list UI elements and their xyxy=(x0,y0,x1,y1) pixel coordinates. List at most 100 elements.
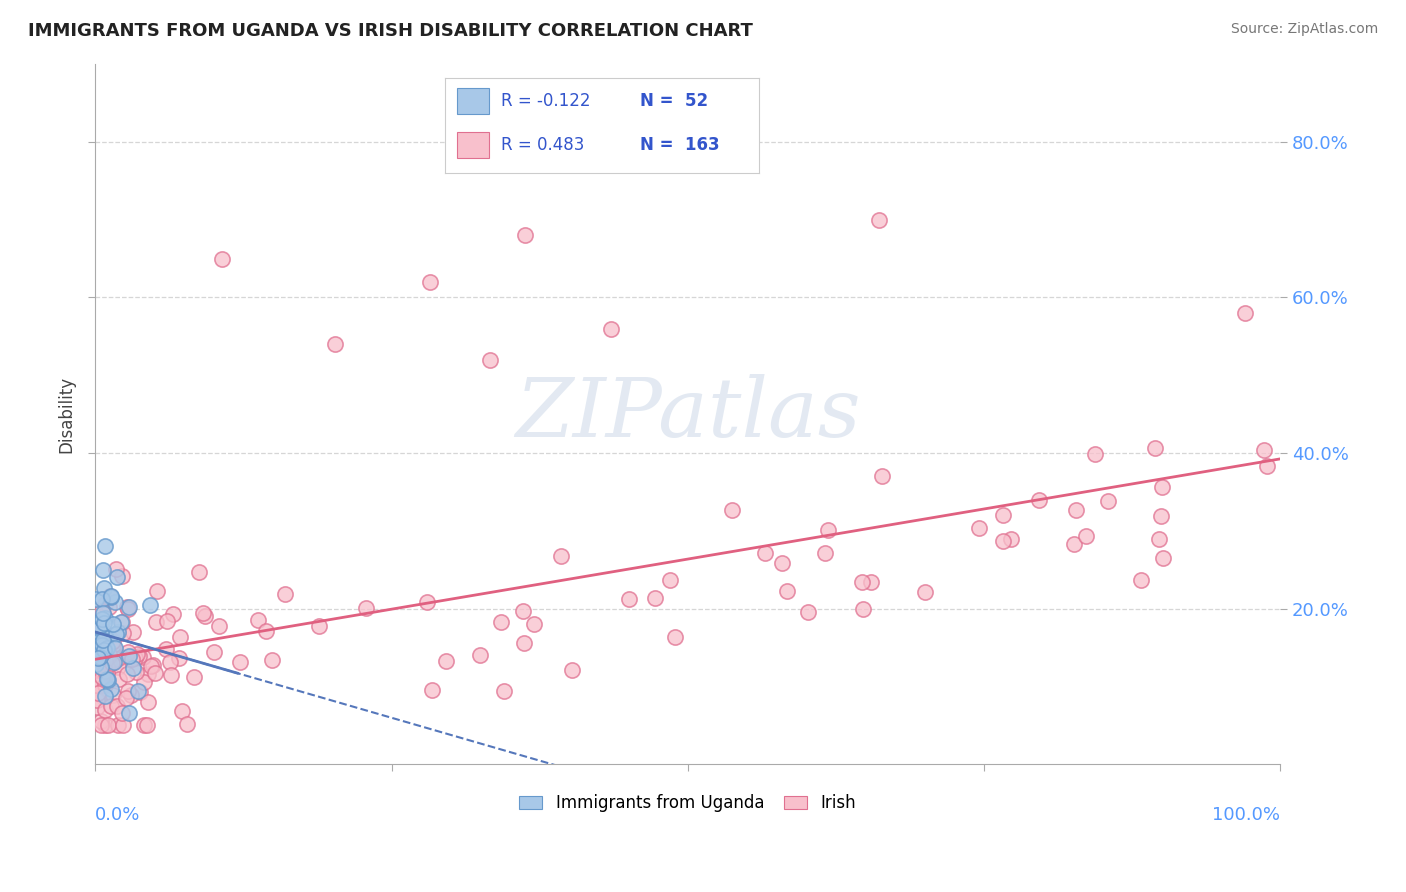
Point xyxy=(124,650,146,665)
Point xyxy=(160,668,183,682)
Point xyxy=(145,615,167,629)
Point xyxy=(1152,480,1174,494)
Point xyxy=(100,681,122,696)
Point xyxy=(104,562,127,576)
Point xyxy=(513,228,536,243)
Point xyxy=(105,652,128,666)
Point xyxy=(96,659,118,673)
Point xyxy=(87,651,110,665)
Point xyxy=(98,589,121,603)
Point xyxy=(122,661,145,675)
Point xyxy=(159,655,181,669)
Point xyxy=(817,523,839,537)
Point xyxy=(86,686,108,700)
Point xyxy=(90,670,112,684)
Point xyxy=(194,609,217,624)
Point xyxy=(100,656,122,670)
Point xyxy=(814,546,837,560)
Point xyxy=(94,664,117,678)
Text: Source: ZipAtlas.com: Source: ZipAtlas.com xyxy=(1230,22,1378,37)
Text: ZIPatlas: ZIPatlas xyxy=(515,374,860,454)
Point xyxy=(86,649,108,664)
Point xyxy=(89,656,111,670)
Point xyxy=(143,666,166,681)
Point xyxy=(86,678,108,692)
Point xyxy=(254,624,277,639)
Point xyxy=(492,684,515,698)
Point xyxy=(86,670,108,684)
Point xyxy=(754,546,776,560)
Point xyxy=(721,503,744,517)
Point xyxy=(107,625,129,640)
Point xyxy=(94,540,117,554)
Point xyxy=(852,602,875,616)
Point xyxy=(229,655,252,669)
Point xyxy=(117,602,139,616)
Point xyxy=(1233,306,1256,320)
Point xyxy=(105,698,128,713)
Point xyxy=(868,212,890,227)
Point xyxy=(479,352,502,367)
Point xyxy=(103,688,125,702)
Point xyxy=(134,674,156,689)
Point xyxy=(90,655,112,669)
Point xyxy=(136,695,159,709)
Point xyxy=(93,581,115,595)
Point xyxy=(1064,503,1087,517)
Point xyxy=(91,563,114,577)
Point xyxy=(105,570,128,584)
Point xyxy=(202,645,225,659)
Point xyxy=(107,660,129,674)
Point xyxy=(94,631,117,645)
Point xyxy=(770,557,793,571)
Point xyxy=(87,620,110,634)
Point xyxy=(93,643,115,657)
Point xyxy=(86,622,108,636)
Point xyxy=(96,641,118,656)
Point xyxy=(323,337,346,351)
Point xyxy=(90,612,112,626)
Point xyxy=(91,604,114,618)
Point xyxy=(512,636,534,650)
Point xyxy=(489,615,512,629)
Point xyxy=(90,714,112,728)
Point xyxy=(90,611,112,625)
Point xyxy=(211,252,233,266)
Point xyxy=(146,584,169,599)
Point xyxy=(128,649,150,664)
Point xyxy=(93,624,115,639)
Text: 0.0%: 0.0% xyxy=(96,806,141,824)
Point xyxy=(91,633,114,648)
Point xyxy=(993,508,1015,522)
Point xyxy=(142,658,165,673)
Point xyxy=(97,718,120,732)
Point xyxy=(136,718,159,732)
Point xyxy=(94,631,117,645)
Point xyxy=(274,587,297,601)
Point xyxy=(797,606,820,620)
Point xyxy=(93,616,115,631)
Point xyxy=(1147,532,1170,546)
Point xyxy=(94,597,117,611)
Point xyxy=(851,575,873,590)
Legend: Immigrants from Uganda, Irish: Immigrants from Uganda, Irish xyxy=(512,788,863,819)
Point xyxy=(1144,441,1167,455)
Point xyxy=(129,684,152,698)
Point xyxy=(136,666,159,681)
Point xyxy=(117,645,139,659)
Point xyxy=(416,595,439,609)
Point xyxy=(91,690,114,704)
Text: IMMIGRANTS FROM UGANDA VS IRISH DISABILITY CORRELATION CHART: IMMIGRANTS FROM UGANDA VS IRISH DISABILI… xyxy=(28,22,754,40)
Point xyxy=(107,718,129,732)
Point xyxy=(120,688,142,702)
Point xyxy=(91,639,114,653)
Point xyxy=(93,678,115,692)
Point xyxy=(523,617,546,632)
Point xyxy=(96,672,118,686)
Point xyxy=(967,521,990,535)
Point xyxy=(138,598,160,612)
Point xyxy=(658,574,681,588)
Point xyxy=(1256,458,1278,473)
Point xyxy=(89,649,111,664)
Point xyxy=(354,601,377,615)
